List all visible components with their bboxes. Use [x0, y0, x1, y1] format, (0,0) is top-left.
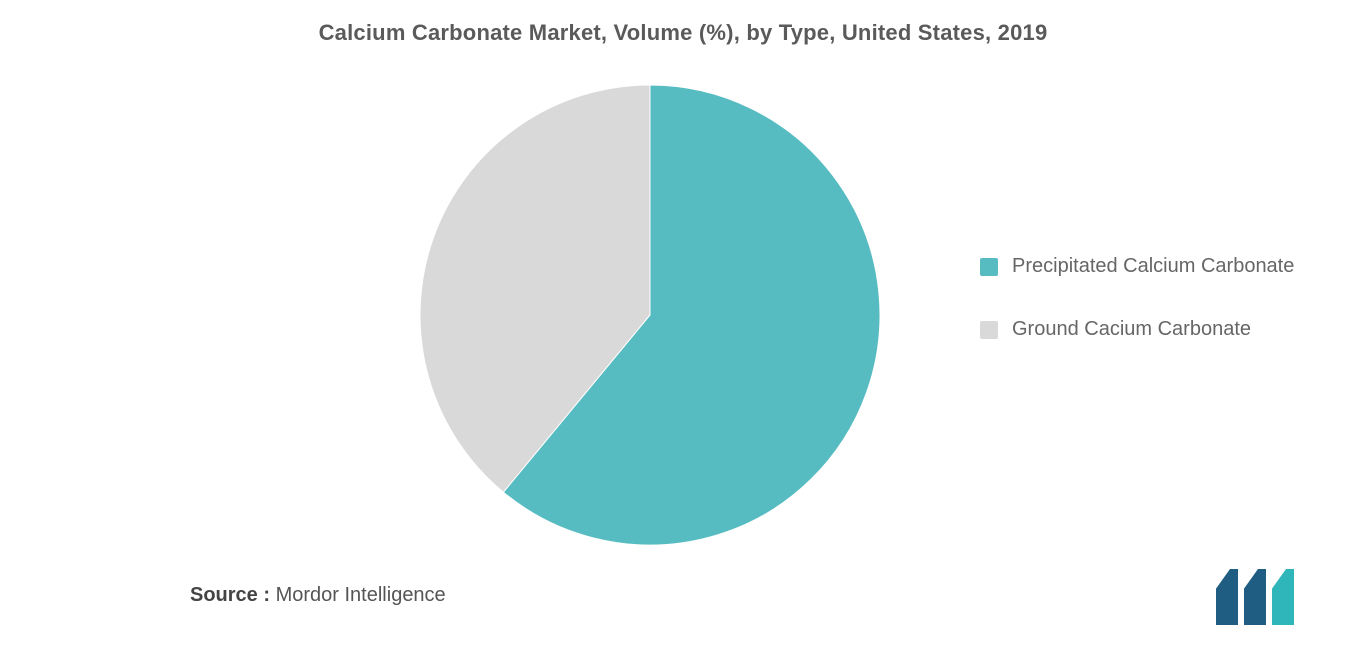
legend-row-1: Ground Cacium Carbonate [980, 318, 1350, 341]
legend-label-1: Ground Cacium Carbonate [1012, 318, 1251, 341]
source-label: Source : [190, 584, 270, 606]
chart-title: Calcium Carbonate Market, Volume (%), by… [0, 20, 1366, 46]
logo-bar-0 [1216, 569, 1238, 625]
legend-swatch-1 [980, 321, 998, 339]
chart-legend: Precipitated Calcium Carbonate Ground Cac… [980, 255, 1350, 381]
source-value: Mordor Intelligence [276, 584, 446, 606]
pie-chart [420, 85, 880, 545]
legend-row-0: Precipitated Calcium Carbonate [980, 255, 1350, 278]
legend-label-0: Precipitated Calcium Carbonate [1012, 255, 1294, 278]
logo-bar-1 [1244, 569, 1266, 625]
source-footer: Source : Mordor Intelligence [190, 584, 446, 607]
logo-bar-2 [1272, 569, 1294, 625]
legend-swatch-0 [980, 258, 998, 276]
brand-logo-icon [1216, 569, 1306, 625]
